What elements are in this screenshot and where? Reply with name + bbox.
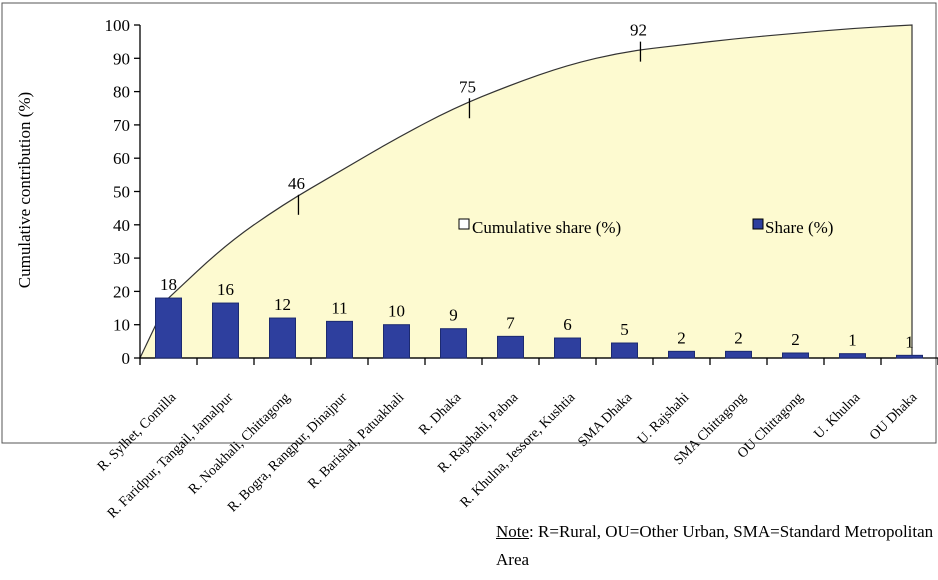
share-bar [440,328,467,359]
cumulative-annotation-label: 92 [630,21,647,40]
share-bar [839,353,866,359]
y-tick-label: 30 [113,249,130,268]
share-bar-label: 2 [677,328,686,347]
legend: Cumulative share (%) Share (%) [458,218,833,237]
y-tick-label: 100 [105,16,131,35]
share-bar [896,354,923,359]
plot-frame [1,2,937,444]
y-tick-label: 40 [113,216,130,235]
share-bar-label: 7 [506,313,515,332]
legend-label-cumulative: Cumulative share (%) [472,218,621,237]
share-bar-label: 18 [160,275,177,294]
share-bar-label: 2 [734,328,743,347]
share-bar [269,317,296,359]
note-text: : R=Rural, OU=Other Urban, SMA=Standard … [496,522,934,569]
share-bar-label: 11 [331,298,347,317]
share-bar [383,324,410,359]
note: Note: R=Rural, OU=Other Urban, SMA=Stand… [496,518,936,574]
legend-swatch-share [752,218,764,230]
y-axis: 0 10 20 30 40 50 60 70 80 90 100 [105,16,141,368]
y-axis-label: Cumulative contribution (%) [15,92,34,288]
share-bar [326,320,353,359]
share-bar-label: 6 [563,315,572,334]
share-bar [554,337,581,359]
legend-label-share: Share (%) [765,218,833,237]
cumulative-area [139,24,913,359]
y-tick-label: 50 [113,183,130,202]
y-tick-label: 90 [113,49,130,68]
share-bar-label: 1 [848,331,857,350]
y-tick-label: 80 [113,83,130,102]
share-bar [497,335,524,359]
share-bar-label: 5 [620,320,629,339]
cumulative-annotation-label: 75 [459,77,476,96]
y-tick-label: 70 [113,116,130,135]
share-bar-label: 12 [274,295,291,314]
y-tick-label: 20 [113,282,130,301]
share-bar-label: 10 [388,302,405,321]
share-bar [212,302,239,359]
note-label: Note [496,522,530,541]
share-bar [668,350,695,359]
bars [155,297,923,359]
share-bar [725,350,752,359]
share-bar-label: 1 [905,332,914,351]
share-bar [155,297,182,359]
share-bar-label: 9 [449,306,458,325]
y-tick-label: 10 [113,316,130,335]
cumulative-annotation-label: 46 [288,174,305,193]
legend-swatch-cumulative [458,218,470,230]
y-tick-label: 0 [122,349,131,368]
share-bar-label: 16 [217,280,234,299]
share-bar-label: 2 [791,330,800,349]
cumulative-annotations: 46 75 92 [288,21,647,215]
y-tick-label: 60 [113,149,130,168]
share-bar [611,342,638,359]
share-bar [782,352,809,359]
